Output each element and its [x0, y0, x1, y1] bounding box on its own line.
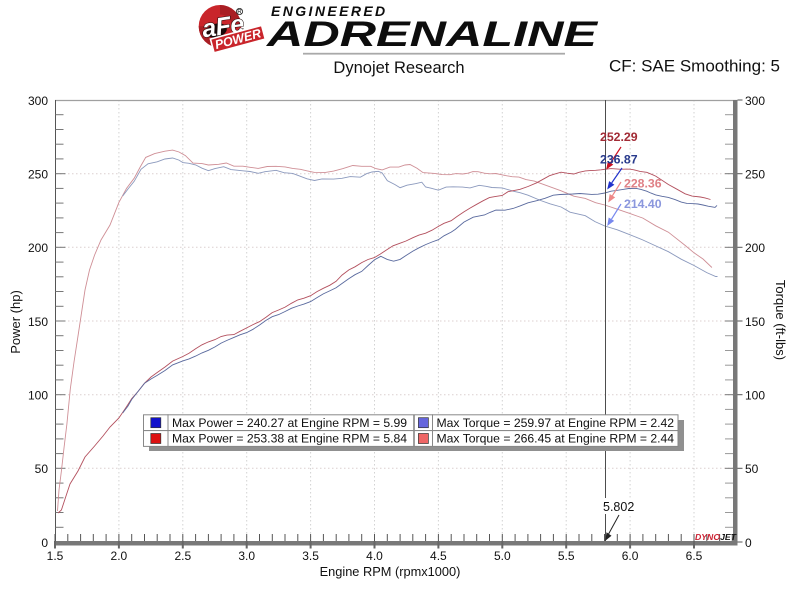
- svg-text:5.0: 5.0: [494, 549, 511, 563]
- svg-text:250: 250: [745, 168, 765, 182]
- svg-text:2.5: 2.5: [174, 549, 191, 563]
- svg-text:200: 200: [745, 241, 765, 255]
- svg-text:DYNOJET: DYNOJET: [695, 532, 737, 542]
- svg-text:ADRENALINE: ADRENALINE: [266, 15, 600, 54]
- svg-text:252.29: 252.29: [600, 130, 638, 144]
- svg-text:50: 50: [35, 462, 49, 476]
- svg-text:5.5: 5.5: [558, 549, 575, 563]
- svg-text:150: 150: [745, 315, 765, 329]
- svg-text:4.0: 4.0: [366, 549, 383, 563]
- svg-text:0: 0: [745, 536, 752, 550]
- svg-text:228.36: 228.36: [624, 177, 662, 191]
- svg-text:Torque (ft-lbs): Torque (ft-lbs): [773, 280, 788, 360]
- svg-text:Max Torque = 266.45 at Engine: Max Torque = 266.45 at Engine RPM = 2.44: [437, 432, 675, 446]
- svg-text:Engine RPM (rpmx1000): Engine RPM (rpmx1000): [320, 564, 461, 579]
- svg-text:5.802: 5.802: [603, 500, 634, 514]
- svg-text:6.5: 6.5: [686, 549, 703, 563]
- svg-text:Max Power = 253.38 at Engine R: Max Power = 253.38 at Engine RPM = 5.84: [172, 432, 407, 446]
- svg-text:0: 0: [41, 536, 48, 550]
- svg-text:2.0: 2.0: [111, 549, 128, 563]
- svg-text:150: 150: [28, 315, 48, 329]
- svg-text:ENGINEERED: ENGINEERED: [271, 3, 388, 19]
- svg-text:100: 100: [745, 389, 765, 403]
- svg-text:250: 250: [28, 168, 48, 182]
- svg-text:100: 100: [28, 389, 48, 403]
- svg-text:200: 200: [28, 241, 48, 255]
- svg-text:Max Power = 240.27 at Engine R: Max Power = 240.27 at Engine RPM = 5.99: [172, 416, 407, 430]
- svg-text:R: R: [237, 9, 242, 16]
- svg-text:236.87: 236.87: [600, 153, 638, 167]
- svg-text:4.5: 4.5: [430, 549, 447, 563]
- svg-text:Power (hp): Power (hp): [8, 290, 23, 354]
- svg-text:Dynojet Research: Dynojet Research: [333, 59, 464, 77]
- svg-text:300: 300: [745, 94, 765, 108]
- svg-text:50: 50: [745, 462, 759, 476]
- svg-text:1.5: 1.5: [47, 549, 64, 563]
- svg-text:3.5: 3.5: [302, 549, 319, 563]
- svg-text:CF: SAE Smoothing: 5: CF: SAE Smoothing: 5: [609, 57, 780, 76]
- svg-text:214.40: 214.40: [624, 197, 662, 211]
- svg-text:300: 300: [28, 94, 48, 108]
- svg-text:Max Torque = 259.97 at Engine: Max Torque = 259.97 at Engine RPM = 2.42: [437, 416, 675, 430]
- svg-text:3.0: 3.0: [238, 549, 255, 563]
- svg-text:6.0: 6.0: [622, 549, 639, 563]
